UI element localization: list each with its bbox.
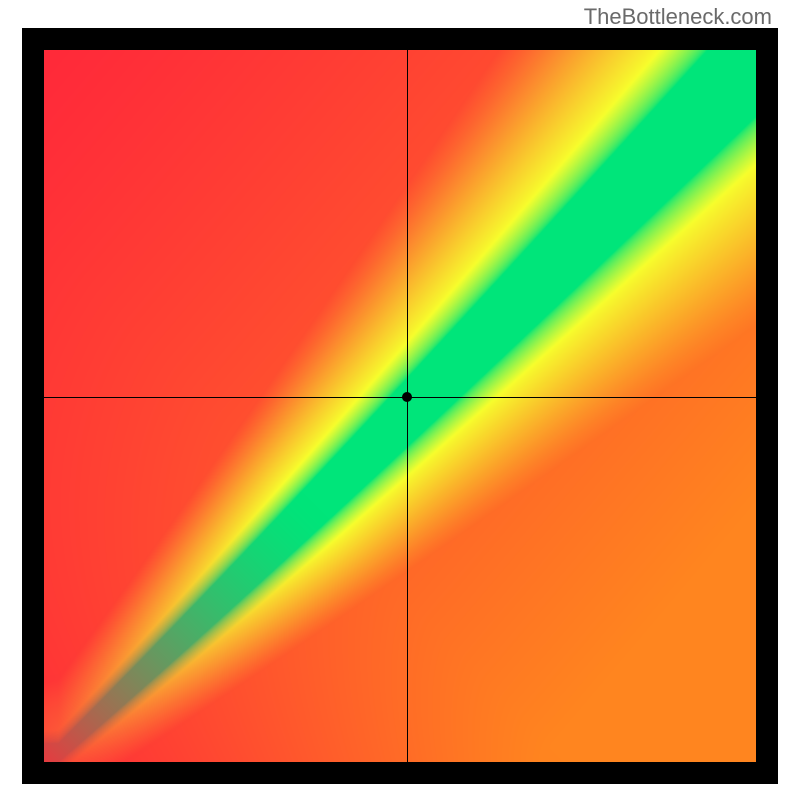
crosshair-horizontal	[44, 397, 756, 398]
crosshair-vertical	[407, 50, 408, 762]
heatmap-canvas	[44, 50, 756, 762]
chart-container: TheBottleneck.com	[0, 0, 800, 800]
crosshair-marker	[402, 392, 412, 402]
plot-area	[44, 50, 756, 762]
watermark-text: TheBottleneck.com	[584, 4, 772, 30]
